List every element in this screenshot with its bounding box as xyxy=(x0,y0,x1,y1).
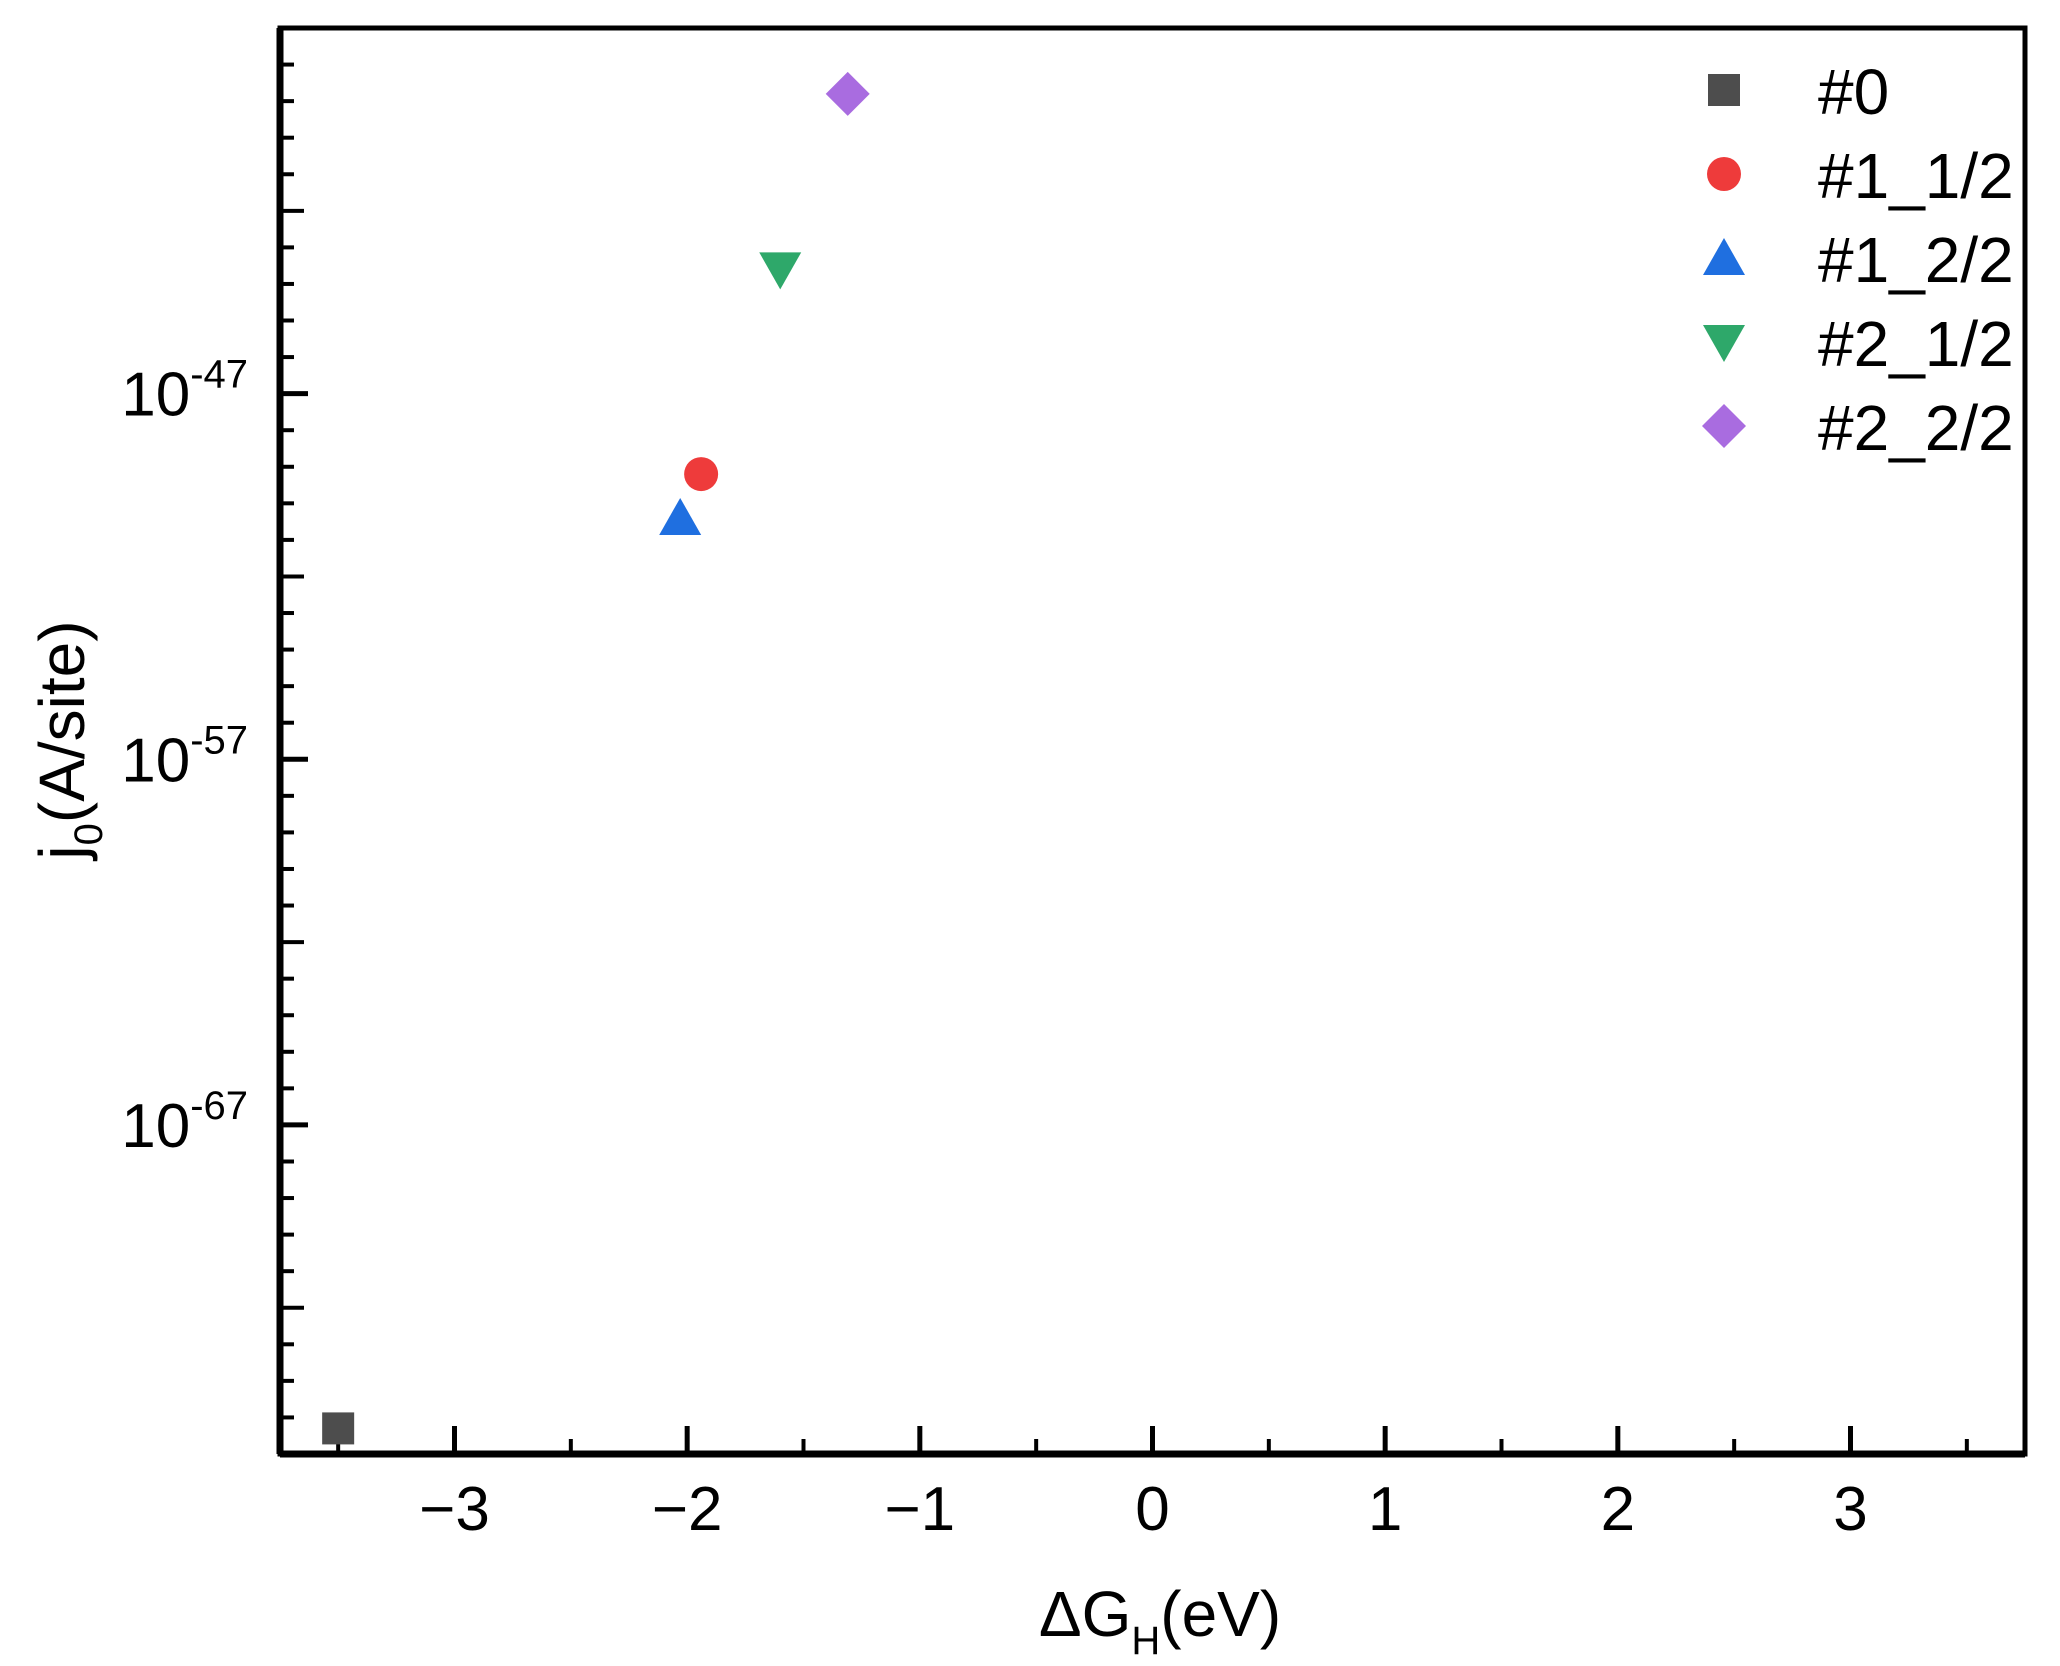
y-tick-label: 10-57 xyxy=(121,718,248,795)
data-point xyxy=(825,71,870,116)
data-points xyxy=(322,71,870,1445)
data-point xyxy=(322,1412,355,1445)
data-point xyxy=(759,252,802,290)
data-point xyxy=(684,457,719,492)
x-tick-label: 2 xyxy=(1601,1475,1635,1544)
legend-label: #2_2/2 xyxy=(1818,392,2014,464)
legend-marker xyxy=(1707,157,1741,191)
y-tick-label-base: 10 xyxy=(121,1092,190,1161)
x-tick-labels: −3 −2 −1 0 1 2 3 xyxy=(419,1475,1868,1544)
legend-marker xyxy=(1703,325,1745,362)
major-ticks xyxy=(280,391,1853,1454)
legend-label: #1_1/2 xyxy=(1818,140,2014,212)
y-tick-label: 10-47 xyxy=(121,353,248,430)
y-tick-label: 10-67 xyxy=(121,1084,248,1161)
legend-label: #2_1/2 xyxy=(1818,308,2014,380)
x-axis-title: ΔGH(eV) xyxy=(1039,1578,1281,1663)
y-tick-label-exponent: -47 xyxy=(190,353,248,397)
legend-marker xyxy=(1702,404,1746,448)
legend-marker xyxy=(1708,74,1740,106)
y-tick-label-base: 10 xyxy=(121,361,190,430)
x-tick-label: 3 xyxy=(1833,1475,1867,1544)
data-point xyxy=(659,497,702,535)
legend-label: #1_2/2 xyxy=(1818,224,2014,296)
legend-label: #0 xyxy=(1818,56,1889,128)
y-axis-title-main: j xyxy=(26,845,98,861)
x-axis-title-main: ΔG xyxy=(1039,1578,1132,1650)
x-axis-title-unit: (eV) xyxy=(1160,1578,1281,1650)
x-tick-label: 0 xyxy=(1135,1475,1169,1544)
x-tick-label: 1 xyxy=(1368,1475,1402,1544)
plot-frame xyxy=(277,25,2028,1457)
y-tick-label-exponent: -57 xyxy=(190,718,248,762)
y-tick-label-exponent: -67 xyxy=(190,1084,248,1128)
x-tick-label: −1 xyxy=(884,1475,955,1544)
y-axis-title: j0(A/site) xyxy=(26,620,111,861)
y-tick-label-base: 10 xyxy=(121,726,190,795)
x-tick-label: −2 xyxy=(652,1475,723,1544)
x-tick-label: −3 xyxy=(419,1475,490,1544)
x-axis-title-subscript: H xyxy=(1131,1619,1160,1663)
y-axis-title-unit: (A/site) xyxy=(26,620,98,823)
legend-marker xyxy=(1703,238,1745,275)
legend: #0 #1_1/2 #1_2/2 #2_1/2 #2_2/2 xyxy=(1702,56,2014,464)
y-axis-title-subscript: 0 xyxy=(67,823,111,845)
